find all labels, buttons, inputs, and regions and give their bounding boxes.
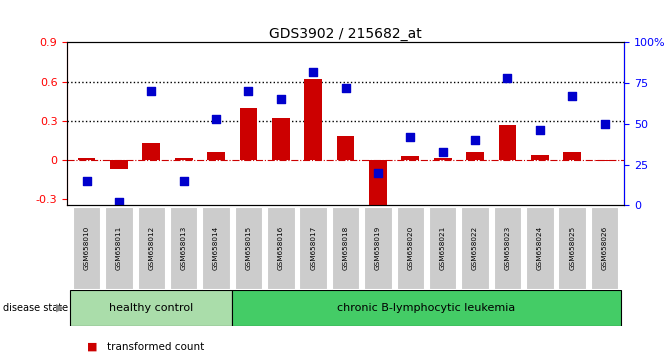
Point [308, 69, 319, 75]
Text: ▶: ▶ [56, 303, 64, 313]
Point [211, 116, 221, 122]
Bar [466, 152, 484, 160]
Bar [429, 207, 456, 289]
Point [340, 85, 351, 91]
Point [437, 149, 448, 154]
Bar [110, 160, 127, 169]
Bar [558, 207, 586, 289]
Text: GSM658012: GSM658012 [148, 226, 154, 270]
Text: GSM658023: GSM658023 [505, 226, 511, 270]
Point [275, 97, 286, 102]
Text: GSM658020: GSM658020 [407, 226, 413, 270]
Bar [401, 156, 419, 160]
Text: GSM658017: GSM658017 [310, 226, 316, 270]
Point [146, 88, 156, 94]
Bar [142, 143, 160, 160]
Bar [202, 207, 229, 289]
Bar [174, 159, 193, 160]
Text: GSM658014: GSM658014 [213, 226, 219, 270]
Text: GSM658026: GSM658026 [602, 226, 608, 270]
Bar [433, 159, 452, 160]
Text: ■: ■ [87, 342, 98, 352]
Bar [304, 79, 322, 160]
Text: GSM658016: GSM658016 [278, 226, 284, 270]
Point [470, 137, 480, 143]
Text: transformed count: transformed count [107, 342, 205, 352]
Text: GSM658010: GSM658010 [83, 226, 89, 270]
Bar [72, 207, 100, 289]
Bar [235, 207, 262, 289]
Text: GSM658013: GSM658013 [180, 226, 187, 270]
Text: GSM658022: GSM658022 [472, 226, 478, 270]
Bar [364, 207, 392, 289]
Bar [591, 207, 619, 289]
Text: GSM658021: GSM658021 [440, 226, 446, 270]
Bar [397, 207, 424, 289]
Point [405, 134, 416, 140]
Point [535, 127, 546, 133]
Bar [272, 118, 290, 160]
Bar [170, 207, 197, 289]
Bar [462, 207, 489, 289]
Bar [232, 290, 621, 326]
Text: disease state: disease state [3, 303, 68, 313]
Point [81, 178, 92, 184]
Text: GSM658024: GSM658024 [537, 226, 543, 270]
Bar [369, 160, 387, 205]
Bar [78, 159, 95, 160]
Bar [596, 160, 613, 161]
Bar [337, 136, 354, 160]
Bar [138, 207, 165, 289]
Point [178, 178, 189, 184]
Bar [564, 152, 581, 160]
Bar [531, 154, 549, 160]
Text: GSM658018: GSM658018 [343, 226, 348, 270]
Text: healthy control: healthy control [109, 303, 193, 313]
Bar [499, 125, 517, 160]
Bar [105, 207, 133, 289]
Bar [494, 207, 521, 289]
Bar [267, 207, 295, 289]
Point [567, 93, 578, 99]
Point [502, 75, 513, 81]
Bar [299, 207, 327, 289]
Text: GSM658019: GSM658019 [375, 226, 381, 270]
Point [113, 199, 124, 205]
Bar [331, 207, 360, 289]
Point [372, 170, 383, 176]
Bar [70, 290, 232, 326]
Text: chronic B-lymphocytic leukemia: chronic B-lymphocytic leukemia [338, 303, 515, 313]
Bar [207, 152, 225, 160]
Bar [526, 207, 554, 289]
Point [243, 88, 254, 94]
Text: GSM658015: GSM658015 [246, 226, 252, 270]
Text: GSM658011: GSM658011 [116, 226, 122, 270]
Point [599, 121, 610, 127]
Text: GSM658025: GSM658025 [569, 226, 575, 270]
Title: GDS3902 / 215682_at: GDS3902 / 215682_at [269, 28, 422, 41]
Bar [240, 108, 258, 160]
